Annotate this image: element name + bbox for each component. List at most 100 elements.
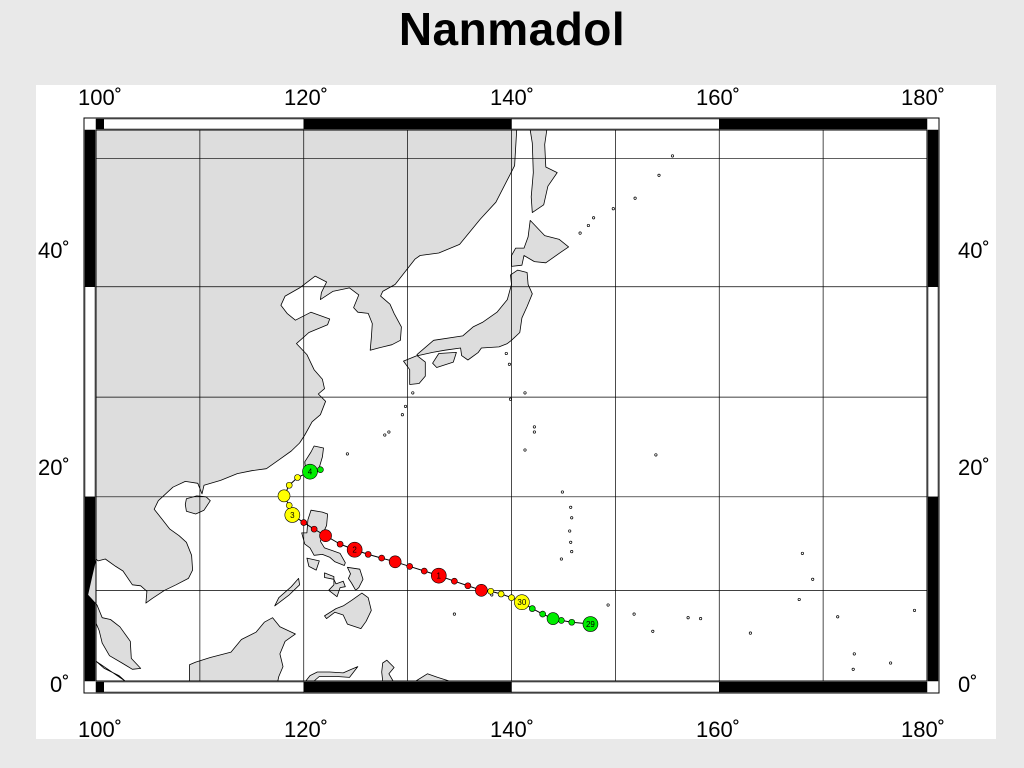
frame-top-seg-1 — [303, 118, 512, 130]
graticule — [95, 129, 928, 682]
track-point-10 — [475, 584, 488, 597]
frame-top-stub — [96, 119, 104, 129]
islet-23 — [400, 413, 404, 417]
track-point-27 — [285, 481, 293, 489]
map-panel: 29 30 1 2 3 4 100˚ 120˚ 140˚ 160˚ 180˚ 100˚ 1… — [36, 85, 996, 742]
track-point-11 — [464, 582, 472, 590]
islet-20 — [383, 433, 387, 437]
land-areas — [87, 129, 917, 682]
track-point-25 — [285, 502, 293, 509]
lon-label-bottom-120: 120˚ — [284, 717, 329, 742]
islet-35 — [523, 391, 527, 395]
lat-label-left-0: 0˚ — [50, 672, 70, 697]
islet-8 — [532, 430, 536, 434]
storm-track: 29 30 1 2 3 4 — [277, 463, 599, 632]
frame-top-seg-2 — [511, 118, 720, 130]
islet-33 — [504, 351, 508, 356]
track-point-6 — [514, 594, 530, 611]
track-point-12 — [451, 577, 458, 585]
track-point-23 — [300, 519, 308, 526]
islet-38 — [686, 616, 690, 620]
lon-label-bottom-140: 140˚ — [490, 717, 535, 742]
islet-1 — [570, 550, 574, 554]
track-point-19 — [346, 541, 363, 558]
track-point-29 — [302, 463, 318, 480]
islet-6 — [560, 490, 564, 494]
frame-top-seg-3 — [719, 118, 928, 130]
track-day-label-30: 30 — [517, 598, 526, 607]
islet-24 — [403, 404, 408, 408]
lon-label-top-140: 140˚ — [490, 85, 535, 110]
map-title: Nanmadol — [398, 3, 626, 55]
track-point-5 — [528, 605, 536, 612]
islet-22 — [345, 452, 349, 456]
landmass-mindoro — [306, 557, 320, 571]
frame-top-seg-0 — [95, 118, 304, 130]
islet-13 — [699, 617, 703, 621]
frame-bottom-stub — [96, 682, 104, 692]
typhoon-track-map: 29 30 1 2 3 4 — [36, 85, 996, 739]
lon-label-top-100: 100˚ — [78, 85, 123, 110]
islet-11 — [452, 612, 456, 616]
track-point-1 — [568, 618, 576, 626]
lat-label-left-20: 20˚ — [38, 455, 70, 480]
landmass-mindanao — [324, 592, 372, 629]
frame-bottom-seg-1 — [303, 681, 512, 693]
track-point-24 — [284, 507, 301, 523]
track-point-3 — [546, 612, 560, 625]
lon-label-top-160: 160˚ — [696, 85, 741, 110]
track-day-label-1: 1 — [437, 572, 442, 581]
track-point-21 — [319, 529, 332, 543]
lon-label-bottom-100: 100˚ — [78, 717, 123, 742]
landmass-sulawesi — [305, 666, 359, 682]
islet-9 — [523, 448, 527, 452]
track-point-16 — [388, 555, 402, 569]
lon-label-bottom-160: 160˚ — [696, 717, 741, 742]
landmass-kyushu — [403, 355, 426, 385]
lon-label-bottom-180: 180˚ — [901, 717, 946, 742]
track-point-26 — [277, 489, 291, 503]
islet-15 — [836, 615, 840, 619]
track-point-20 — [336, 540, 344, 548]
frame-bottom-seg-3 — [719, 681, 928, 693]
lat-label-right-0: 0˚ — [958, 672, 978, 697]
islet-5 — [569, 505, 573, 509]
track-point-15 — [406, 563, 414, 570]
landmass-honshu — [416, 269, 533, 361]
islet-29 — [670, 154, 675, 158]
islet-42 — [851, 667, 855, 671]
lon-label-top-120: 120˚ — [284, 85, 329, 110]
islet-14 — [748, 631, 752, 635]
track-point-22 — [310, 525, 318, 533]
track-day-label-2: 2 — [352, 546, 357, 555]
islet-26 — [592, 216, 596, 220]
frame-right-seg-0 — [927, 496, 939, 682]
landmass-sakhalin — [529, 129, 558, 213]
islet-16 — [811, 577, 815, 581]
landmass-shikoku — [432, 352, 457, 368]
plot-border — [95, 129, 928, 682]
frame-bottom-seg-2 — [511, 681, 720, 693]
frame-right-seg-1 — [927, 286, 939, 498]
track-point-18 — [364, 551, 372, 558]
lat-label-right-40: 40˚ — [958, 238, 990, 263]
islet-21 — [387, 430, 391, 434]
frame-bottom-seg-0 — [95, 681, 304, 693]
landmass-malay-peninsula — [87, 558, 142, 670]
track-point-8 — [497, 590, 505, 598]
track-point-14 — [420, 567, 428, 575]
islet-41 — [889, 661, 893, 665]
track-point-28 — [294, 474, 301, 481]
landmass-borneo — [189, 617, 296, 682]
frame-left-seg-2 — [84, 129, 96, 287]
islet-36 — [654, 453, 658, 457]
track-day-label-4: 4 — [308, 468, 313, 477]
islet-28 — [611, 207, 615, 211]
islet-12 — [632, 612, 636, 616]
islet-4 — [570, 516, 574, 520]
track-point-4 — [539, 610, 546, 618]
islet-34 — [507, 362, 511, 366]
landmass-mainland-asia — [95, 129, 518, 604]
track-day-label-29: 29 — [586, 620, 595, 629]
lat-label-left-40: 40˚ — [38, 238, 70, 263]
